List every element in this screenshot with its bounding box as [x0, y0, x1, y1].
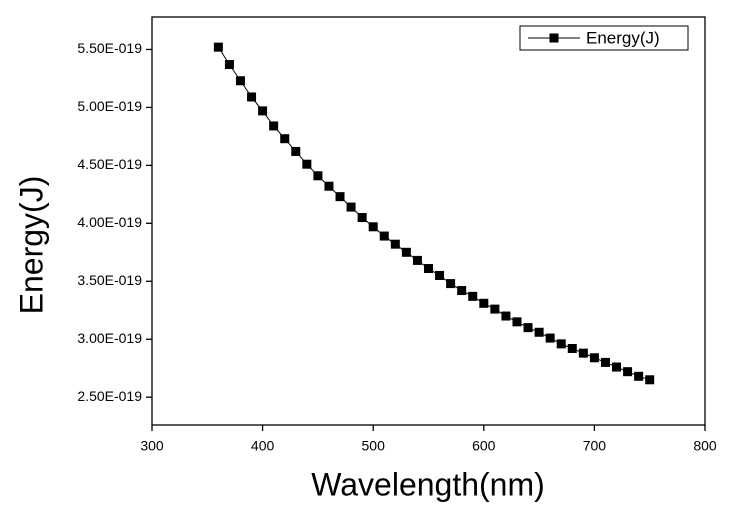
data-point [446, 279, 456, 289]
data-point [346, 202, 356, 212]
data-point [578, 348, 588, 358]
data-point [435, 270, 445, 280]
data-point [302, 159, 312, 169]
y-axis-label: Energy(J) [13, 176, 49, 315]
data-point [534, 327, 544, 337]
x-tick-label: 400 [251, 438, 275, 454]
data-point [335, 192, 345, 202]
data-point [501, 311, 511, 321]
x-tick-label: 800 [693, 438, 717, 454]
y-tick-label: 4.50E-019 [77, 156, 142, 172]
data-point [412, 255, 422, 265]
y-tick-label: 2.50E-019 [77, 388, 142, 404]
data-point [556, 339, 566, 349]
data-point [545, 333, 555, 343]
data-point [291, 146, 301, 156]
legend-marker [549, 33, 559, 43]
data-point [258, 106, 268, 116]
y-tick-label: 5.00E-019 [77, 98, 142, 114]
data-point [235, 76, 245, 86]
data-point [213, 42, 223, 52]
data-point [634, 371, 644, 381]
x-tick-label: 700 [583, 438, 607, 454]
plot-frame [151, 16, 706, 426]
data-point [379, 231, 389, 241]
y-tick-label: 3.50E-019 [77, 272, 142, 288]
data-point [401, 247, 411, 257]
data-point [523, 323, 533, 333]
y-tick-label: 3.00E-019 [77, 330, 142, 346]
data-point [457, 286, 467, 296]
data-point [490, 304, 500, 314]
data-point [623, 367, 633, 377]
data-point [468, 291, 478, 301]
data-point [390, 239, 400, 249]
x-tick-label: 600 [472, 438, 496, 454]
legend-label: Energy(J) [586, 28, 660, 47]
x-tick-label: 300 [140, 438, 164, 454]
data-point [645, 375, 655, 385]
data-point [567, 344, 577, 353]
data-point [368, 222, 378, 232]
y-tick-label: 4.00E-019 [77, 214, 142, 230]
data-point [589, 353, 599, 363]
data-point [424, 264, 433, 274]
data-point [269, 121, 279, 131]
data-point [224, 60, 234, 70]
data-point [357, 213, 367, 223]
data-point [280, 134, 290, 144]
data-point [612, 362, 622, 372]
series-line [217, 46, 650, 381]
data-point [512, 317, 522, 327]
y-tick-label: 5.50E-019 [77, 40, 142, 56]
x-tick-label: 500 [362, 438, 386, 454]
data-point [479, 298, 489, 308]
data-point [324, 181, 334, 191]
x-axis-label: Wavelength(nm) [311, 466, 545, 502]
data-point [600, 357, 610, 367]
data-point [247, 92, 257, 102]
data-point [313, 171, 323, 181]
